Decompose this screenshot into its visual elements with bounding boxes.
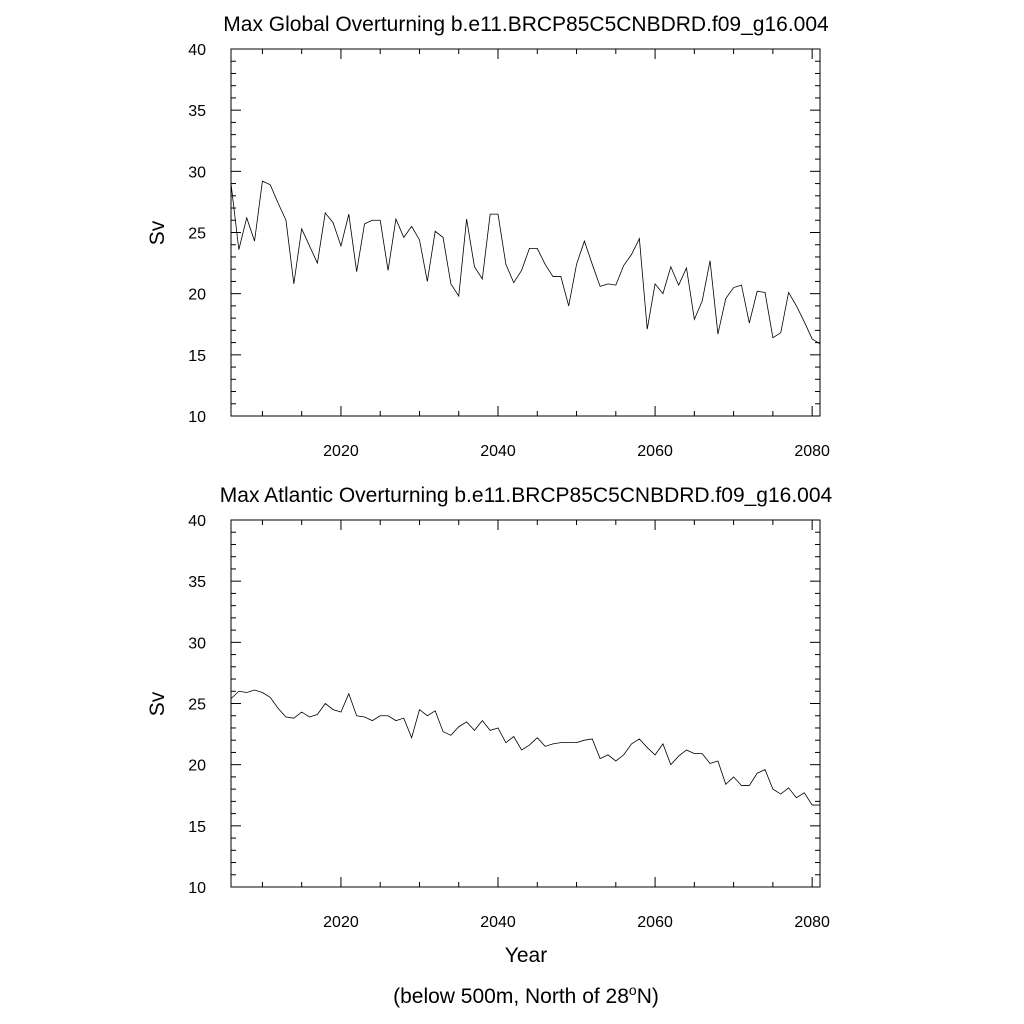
global-plot-frame xyxy=(230,48,821,417)
atlantic-xtick-label: 2060 xyxy=(637,914,673,931)
footnote-suffix: N) xyxy=(637,985,659,1008)
atlantic-ytick-label: 20 xyxy=(188,758,206,775)
atlantic-xtick-label: 2080 xyxy=(794,914,830,931)
atlantic-ytick-label: 40 xyxy=(188,513,206,530)
global-tick-labels: 10 15 20 25 30 35 40 2020 2040 2060 2080 xyxy=(188,42,830,460)
global-xtick-label: 2020 xyxy=(323,443,359,460)
atlantic-ticks xyxy=(231,519,820,888)
global-ytick-label: 35 xyxy=(188,103,206,120)
global-ytick-label: 15 xyxy=(188,348,206,365)
atlantic-xtick-label: 2020 xyxy=(323,914,359,931)
atlantic-ytick-label: 10 xyxy=(188,880,206,897)
atlantic-y-axis-label: Sv xyxy=(146,691,169,716)
global-xtick-label: 2040 xyxy=(480,443,516,460)
global-ticks xyxy=(231,48,820,417)
atlantic-series xyxy=(230,689,820,806)
atlantic-xtick-label: 2040 xyxy=(480,914,516,931)
atlantic-series-line xyxy=(230,689,820,806)
atlantic-ytick-label: 25 xyxy=(188,697,206,714)
atlantic-chart-title: Max Atlantic Overturning b.e11.BRCP85C5C… xyxy=(220,484,833,507)
global-series xyxy=(230,180,821,345)
atlantic-tick-labels: 10 15 20 25 30 35 40 2020 2040 2060 2080 xyxy=(188,513,830,931)
global-ytick-label: 10 xyxy=(188,409,206,426)
global-chart-title: Max Global Overturning b.e11.BRCP85C5CNB… xyxy=(223,13,829,36)
global-ytick-label: 40 xyxy=(188,42,206,59)
footnote: (below 500m, North of 28oN) xyxy=(393,982,659,1008)
atlantic-ytick-label: 15 xyxy=(188,819,206,836)
global-ytick-label: 30 xyxy=(188,164,206,181)
global-xtick-label: 2080 xyxy=(794,443,830,460)
atlantic-plot-frame xyxy=(230,519,821,888)
global-ytick-label: 20 xyxy=(188,287,206,304)
global-xtick-label: 2060 xyxy=(637,443,673,460)
footnote-superscript: o xyxy=(629,982,637,998)
atlantic-x-axis-label: Year xyxy=(505,944,547,967)
atlantic-overturning-panel: Max Atlantic Overturning b.e11.BRCP85C5C… xyxy=(146,484,833,967)
global-y-axis-label: Sv xyxy=(146,220,169,245)
atlantic-ytick-label: 35 xyxy=(188,574,206,591)
atlantic-ytick-label: 30 xyxy=(188,635,206,652)
global-overturning-panel: Max Global Overturning b.e11.BRCP85C5CNB… xyxy=(146,13,830,460)
global-series-line xyxy=(230,180,821,345)
global-ytick-label: 25 xyxy=(188,226,206,243)
footnote-prefix: (below 500m, North of 28 xyxy=(393,985,629,1008)
